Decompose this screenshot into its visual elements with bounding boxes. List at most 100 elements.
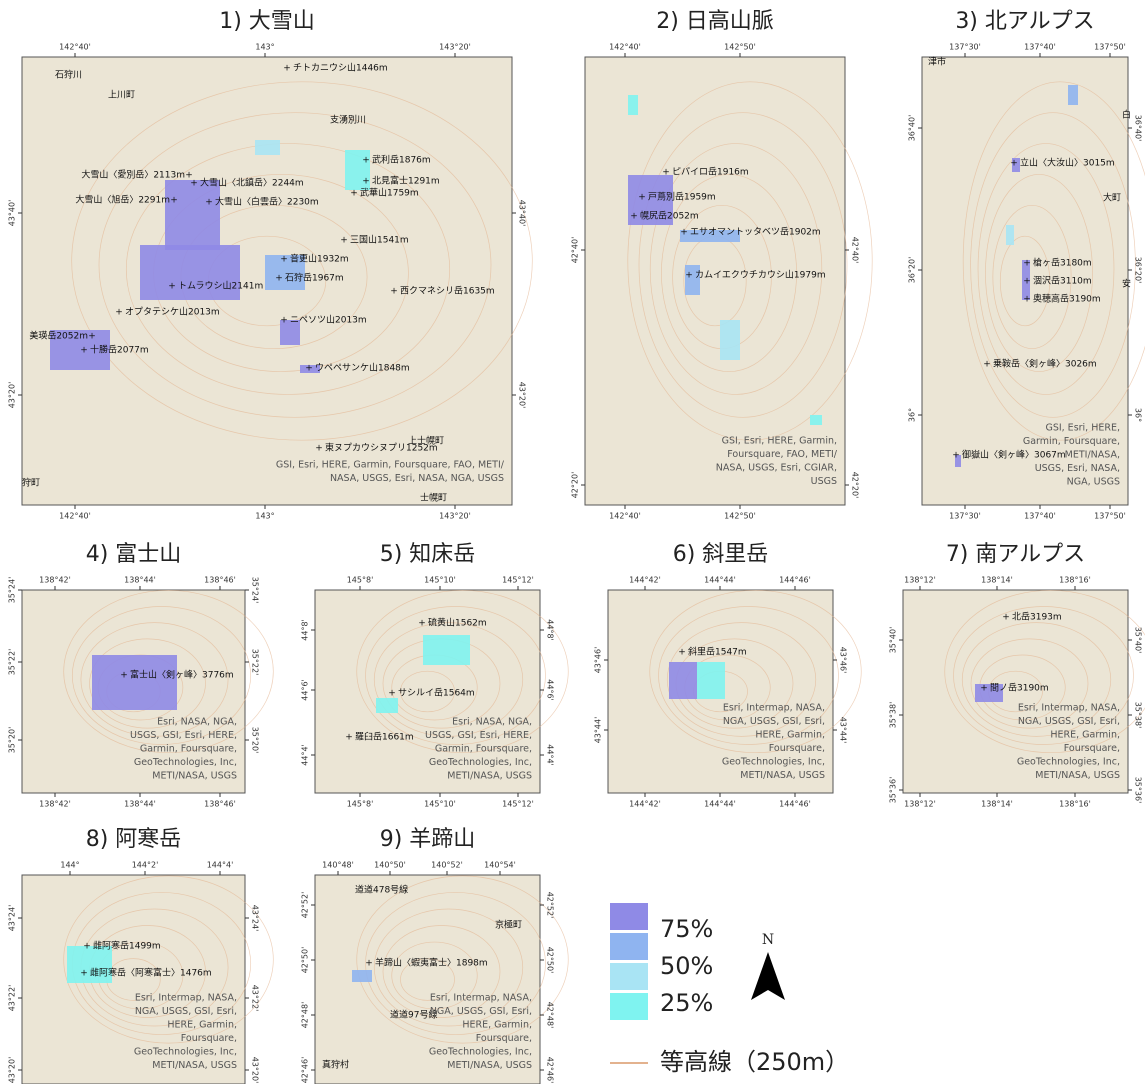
y-tick-label: 43°20' [518,382,527,409]
x-tick-label: 143°20' [439,43,471,52]
peak-label: 十勝岳2077m [90,344,149,356]
place-label: 支湧別川 [330,114,366,126]
y-tick-label: 35°36' [1134,777,1143,804]
y-tick-label: 42°48' [546,1002,555,1029]
y-tick-label: 43°20' [8,382,17,409]
peak-marker: + [170,196,178,206]
peak-marker: + [662,168,670,178]
x-tick-label: 142°40' [609,43,641,52]
panel-title: 3) 北アルプス [955,9,1094,34]
attribution: NASA, USGS, Esri, CGIAR, [716,463,837,474]
attribution: Foursquare, [769,743,825,754]
peak-marker: + [418,619,426,629]
attribution: GeoTechnologies, Inc, [429,757,532,768]
attribution: Foursquare, [476,1033,532,1044]
peak-label: 北見富士1291m [372,175,440,187]
coverage-cell [669,662,697,699]
peak-marker: + [315,444,323,454]
y-tick-label: 43°24' [251,905,260,932]
attribution: USGS [811,476,837,487]
peak-marker: + [1002,613,1010,623]
x-tick-label: 138°44' [124,576,156,585]
peak-marker: + [280,316,288,326]
attribution: USGS, GSI, Esri, HERE, [425,730,532,741]
peak-label: 音更山1932m [290,253,349,265]
x-tick-label: 140°48' [322,861,354,870]
map-panel: 7) 南アルプス138°12'138°12'138°14'138°14'138°… [889,542,1145,809]
attribution: GSI, Esri, HERE, Garmin, Foursquare, FAO… [276,460,505,471]
panel-title: 9) 羊蹄山 [380,827,476,852]
peak-label: 羊蹄山〈蝦夷富士〉1898m [375,957,488,969]
legend-label: 25% [660,989,713,1017]
peak-marker: + [680,228,688,238]
x-tick-label: 142°40' [609,512,641,521]
map-panel: 5) 知床岳145°8'145°8'145°10'145°10'145°12'1… [301,542,569,809]
peak-label: 乗鞍岳〈剣ヶ峰〉3026m [993,358,1097,370]
y-tick-label: 35°40' [889,627,898,654]
y-tick-label: 44°8' [301,619,310,640]
attribution: GeoTechnologies, Inc, [722,757,825,768]
peak-marker: + [1023,259,1031,269]
peak-marker: + [685,271,693,281]
x-tick-label: 140°50' [374,861,406,870]
x-tick-label: 137°30' [949,512,981,521]
y-tick-label: 44°4' [301,744,310,765]
peak-label: オプタテシケ山2013m [125,307,220,318]
north-label: N [762,932,774,948]
x-tick-label: 145°8' [347,800,374,809]
y-tick-label: 35°24' [8,577,17,604]
peak-marker: + [678,648,686,658]
peak-label: 雌阿寒岳1499m [93,940,161,952]
coverage-cell [92,655,177,710]
place-label: 上士幌町 [408,435,444,447]
peak-label: ニペソツ山2013m [290,315,367,326]
coverage-cell [628,95,638,115]
x-tick-label: 137°50' [1094,43,1126,52]
x-tick-label: 142°40' [59,43,91,52]
north-arrow [751,952,785,1000]
peak-marker: + [1023,295,1031,305]
y-tick-label: 35°38' [889,702,898,729]
x-tick-label: 144°44' [704,576,736,585]
y-tick-label: 43°22' [8,985,17,1012]
y-tick-label: 43°24' [8,905,17,932]
attribution: HERE, Garmin, [1050,730,1120,741]
peak-marker: + [630,212,638,222]
y-tick-label: 43°46' [594,647,603,674]
attribution: Garmin, Foursquare, [140,744,237,755]
x-tick-label: 142°50' [724,43,756,52]
attribution: METI/NASA, USGS [1035,770,1120,781]
y-tick-label: 35°22' [8,649,17,676]
place-label: 大町 [1103,192,1121,204]
legend-label: 75% [660,915,713,943]
peak-marker: + [952,451,960,461]
attribution: GSI, Esri, HERE, Garmin, [722,436,837,447]
peak-marker: + [190,179,198,189]
x-tick-label: 145°10' [424,576,456,585]
x-tick-label: 138°42' [39,576,71,585]
peak-label: 硫黄山1562m [428,617,487,629]
x-tick-label: 138°42' [39,800,71,809]
place-label: 狩町 [22,477,40,489]
peak-marker: + [275,274,283,284]
legend-swatch [610,963,648,990]
peak-marker: + [80,969,88,979]
map-panel: 4) 富士山138°42'138°42'138°44'138°44'138°46… [8,542,274,809]
y-tick-label: 35°40' [1134,627,1143,654]
peak-marker: + [362,156,370,166]
peak-label: 大雪山〈愛別岳〉2113m [81,169,185,181]
map-panel: 8) 阿寒岳144°144°2'144°4'43°24'43°24'43°22'… [8,827,274,1084]
attribution: HERE, Garmin, [755,730,825,741]
x-tick-label: 144°42' [629,576,661,585]
attribution: Esri, Intermap, NASA, [723,703,825,714]
peak-label: 武華山1759m [360,187,419,199]
peak-label: 石狩岳1967m [285,272,344,284]
y-tick-label: 36° [1134,408,1143,422]
attribution: Esri, NASA, NGA, [157,717,237,728]
attribution: Foursquare, FAO, METI/ [727,449,838,460]
peak-label: 美瑛岳2052m [29,330,88,342]
place-label: 安 [1122,278,1131,290]
coverage-cell [1068,85,1078,105]
x-tick-label: 143° [255,512,274,521]
attribution: Garmin, Foursquare, [435,744,532,755]
